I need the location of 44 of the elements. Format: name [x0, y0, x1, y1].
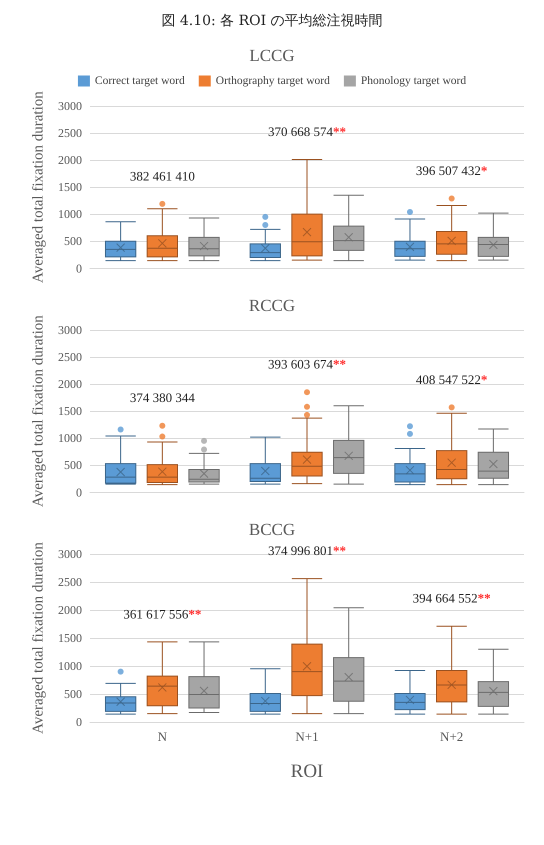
y-tick-label: 2500 [58, 350, 82, 364]
x-tick-label: N+2 [440, 729, 464, 744]
chart-title: LCCG [249, 46, 295, 65]
annotation: 374 380 344 [130, 390, 196, 406]
annotation: 408 547 522* [416, 372, 488, 387]
chart-title: BCCG [248, 520, 296, 539]
y-axis-title: Averaged total fixation duration [30, 314, 47, 508]
y-tick-label: 2500 [58, 575, 82, 589]
y-tick-label: 3000 [58, 323, 82, 337]
legend-label: Correct target word [94, 75, 186, 87]
y-tick-label: 2500 [58, 126, 82, 140]
y-tick-label: 500 [64, 458, 82, 472]
y-tick-label: 1000 [58, 659, 82, 673]
chart-title: RCCG [248, 296, 296, 315]
x-tick-label: N+1 [295, 729, 319, 744]
y-tick-label: 1000 [58, 431, 82, 446]
caption: 図 4.10: 各 ROI の平均総注視時間 [161, 13, 383, 29]
y-tick-label: 500 [64, 234, 82, 248]
y-tick-label: 3000 [58, 547, 82, 561]
y-tick-label: 0 [76, 485, 82, 500]
y-tick-label: 500 [64, 687, 82, 701]
annotation: 396 507 432* [416, 162, 488, 178]
x-axis-title: ROI [290, 761, 324, 782]
y-tick-label: 2000 [58, 603, 82, 617]
legend-label: Orthography target word [216, 75, 330, 87]
y-tick-label: 1500 [58, 180, 82, 194]
y-tick-label: 2000 [58, 377, 82, 392]
y-tick-label: 2000 [58, 153, 82, 168]
y-tick-label: 3000 [58, 99, 82, 113]
annotation: 382 461 410 [130, 168, 195, 184]
y-tick-label: 0 [76, 715, 82, 729]
y-tick-label: 1500 [58, 631, 82, 645]
annotation: 393 603 674** [268, 356, 346, 372]
legend-label: Phonology target word [360, 75, 466, 87]
y-tick-label: 0 [76, 261, 82, 276]
y-tick-label: 1000 [58, 207, 82, 222]
y-tick-label: 1500 [58, 404, 82, 418]
annotation: 374 996 801** [268, 543, 346, 558]
x-tick-label: N [158, 729, 168, 744]
y-axis-title: Averaged total fixation duration [30, 542, 47, 734]
annotation: 361 617 556** [123, 606, 202, 622]
annotation: 394 664 552** [412, 590, 491, 606]
y-axis-title: Averaged total fixation duration [30, 90, 47, 284]
annotation: 370 668 574** [268, 124, 346, 140]
